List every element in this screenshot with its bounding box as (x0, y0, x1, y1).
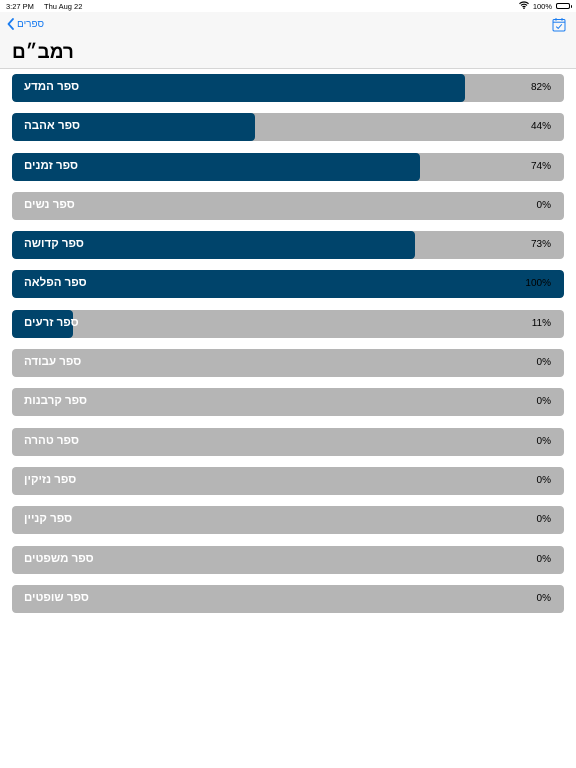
book-row[interactable]: ספר המדע 82% (12, 74, 564, 102)
progress-percent: 0% (536, 592, 551, 604)
progress-fill (12, 309, 73, 338)
progress-percent: 0% (536, 199, 551, 211)
book-row[interactable]: ספר שופטים 0% (12, 584, 564, 613)
book-name: ספר עבודה (24, 356, 82, 369)
status-time: 3:27 PM (6, 2, 34, 11)
progress-fill (12, 74, 465, 102)
progress-percent: 44% (530, 121, 551, 133)
status-left: 3:27 PM Thu Aug 22 (6, 2, 82, 11)
book-name: ספר המדע (24, 81, 80, 93)
progress-percent: 100% (525, 278, 551, 290)
book-name: ספר אהבה (24, 120, 80, 133)
book-name: ספר טהרה (24, 434, 79, 447)
book-row[interactable]: ספר זמנים 74% (12, 152, 564, 181)
book-name: ספר קניין (24, 513, 73, 526)
book-row[interactable]: ספר טהרה 0% (12, 427, 564, 456)
battery-percent: 100% (532, 1, 552, 11)
progress-percent: 82% (530, 82, 551, 93)
wifi-icon (518, 1, 529, 11)
book-name: ספר נשים (24, 198, 75, 211)
battery-icon (556, 3, 572, 9)
chevron-left-icon (7, 18, 14, 30)
progress-percent: 0% (536, 474, 551, 486)
book-name: ספר זרעים (24, 316, 79, 329)
progress-fill (12, 152, 421, 181)
book-row[interactable]: ספר קדושה 73% (12, 231, 564, 260)
status-bar: 3:27 PM Thu Aug 22 100% (0, 0, 576, 12)
book-name: ספר משפטים (24, 552, 94, 565)
progress-fill (12, 231, 415, 260)
progress-fill (12, 113, 255, 142)
book-row[interactable]: ספר הפלאה 100% (12, 270, 564, 299)
book-name: ספר הפלאה (24, 277, 87, 290)
calendar-check-icon (552, 18, 566, 32)
book-row[interactable]: ספר זרעים 11% (12, 309, 564, 338)
progress-percent: 0% (536, 553, 551, 565)
progress-percent: 11% (531, 317, 551, 329)
page-title: רמב״ם (12, 42, 74, 63)
status-date: Thu Aug 22 (44, 2, 83, 11)
book-name: ספר זמנים (24, 159, 79, 172)
progress-percent: 0% (536, 514, 551, 526)
back-label: ספרים (17, 18, 45, 30)
book-name: ספר קרבנות (24, 395, 88, 408)
book-name: ספר נזיקין (24, 473, 77, 486)
progress-percent: 73% (530, 239, 551, 251)
book-row[interactable]: ספר משפטים 0% (12, 545, 564, 574)
book-row[interactable]: ספר קרבנות 0% (12, 388, 564, 417)
progress-fill (12, 270, 564, 299)
book-name: ספר קדושה (24, 238, 84, 251)
book-row[interactable]: ספר נזיקין 0% (12, 466, 564, 495)
calendar-button[interactable] (552, 17, 566, 37)
status-right: 100% (518, 1, 572, 11)
progress-percent: 0% (536, 357, 551, 369)
progress-percent: 74% (530, 160, 551, 172)
back-button[interactable]: ספרים (7, 18, 44, 30)
progress-percent: 0% (536, 396, 551, 408)
book-name: ספר שופטים (24, 591, 89, 604)
book-row[interactable]: ספר אהבה 44% (12, 113, 564, 142)
progress-percent: 0% (536, 435, 551, 447)
navigation-bar: ספרים רמב״ם (0, 12, 576, 69)
book-row[interactable]: ספר נשים 0% (12, 191, 564, 220)
book-row[interactable]: ספר עבודה 0% (12, 349, 564, 378)
book-progress-list: ספר המדע 82% ספר אהבה 44% ספר זמנים 74% ספר נש… (12, 74, 564, 624)
book-row[interactable]: ספר קניין 0% (12, 506, 564, 535)
